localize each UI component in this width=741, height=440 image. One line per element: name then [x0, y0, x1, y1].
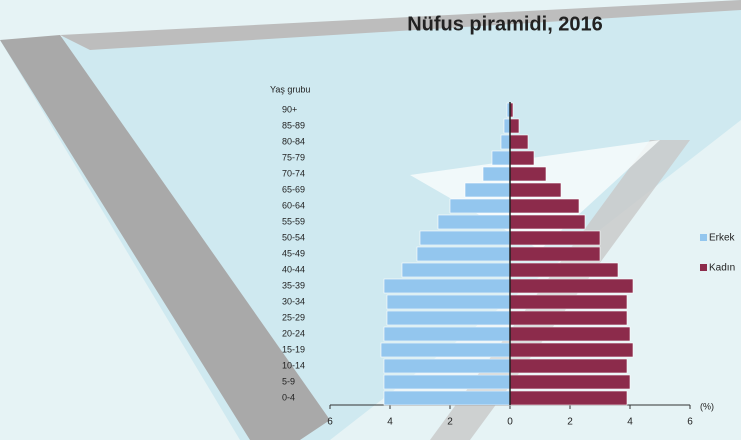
- x-tick-label: 2: [567, 417, 573, 428]
- bar: [510, 135, 528, 149]
- bar: [501, 135, 510, 149]
- bar: [450, 199, 510, 213]
- x-axis-label: (%): [700, 401, 714, 411]
- y-tick-label: 30-34: [282, 296, 305, 306]
- bar: [510, 183, 561, 197]
- legend-swatch: [700, 234, 707, 241]
- x-tick-label: 6: [327, 417, 333, 428]
- y-axis-label: Yaş grubu: [270, 84, 310, 94]
- bar: [384, 327, 510, 341]
- bar: [510, 119, 519, 133]
- bar: [465, 183, 510, 197]
- bar: [384, 359, 510, 373]
- bar: [510, 247, 600, 261]
- bar: [492, 151, 510, 165]
- y-tick-label: 90+: [282, 104, 297, 114]
- y-tick-label: 25-29: [282, 312, 305, 322]
- y-tick-label: 45-49: [282, 248, 305, 258]
- bar: [510, 311, 627, 325]
- x-tick-label: 4: [387, 417, 393, 428]
- y-tick-label: 15-19: [282, 344, 305, 354]
- x-tick-label: 6: [687, 417, 693, 428]
- bar: [384, 279, 510, 293]
- bar: [510, 215, 585, 229]
- x-tick-label: 2: [447, 417, 453, 428]
- y-tick-label: 85-89: [282, 120, 305, 130]
- bar: [384, 375, 510, 389]
- bar: [510, 391, 627, 405]
- bar: [510, 279, 633, 293]
- bar: [510, 295, 627, 309]
- y-tick-label: 40-44: [282, 264, 305, 274]
- x-tick-label: 4: [627, 417, 633, 428]
- bar: [483, 167, 510, 181]
- legend-label: Kadın: [709, 263, 735, 274]
- y-tick-label: 50-54: [282, 232, 305, 242]
- bar: [510, 199, 579, 213]
- y-tick-label: 55-59: [282, 216, 305, 226]
- bar: [510, 231, 600, 245]
- y-tick-label: 20-24: [282, 328, 305, 338]
- bar: [384, 391, 510, 405]
- legend-label: Erkek: [709, 233, 736, 244]
- y-tick-label: 10-14: [282, 360, 305, 370]
- y-tick-label: 5-9: [282, 376, 295, 386]
- bar: [504, 119, 510, 133]
- x-tick-label: 0: [507, 417, 513, 428]
- bar: [387, 311, 510, 325]
- y-tick-label: 60-64: [282, 200, 305, 210]
- y-tick-label: 75-79: [282, 152, 305, 162]
- y-tick-label: 65-69: [282, 184, 305, 194]
- bar: [510, 327, 630, 341]
- bar: [510, 263, 618, 277]
- bar: [510, 375, 630, 389]
- y-tick-label: 70-74: [282, 168, 305, 178]
- bar: [417, 247, 510, 261]
- bar: [402, 263, 510, 277]
- bar: [438, 215, 510, 229]
- bar: [420, 231, 510, 245]
- y-tick-label: 35-39: [282, 280, 305, 290]
- y-tick-label: 80-84: [282, 136, 305, 146]
- y-tick-label: 0-4: [282, 392, 295, 402]
- bar: [510, 359, 627, 373]
- bar: [510, 343, 633, 357]
- chart: Nüfus piramidi, 2016 Yaş grubu (%) 6 4 2 0 2…: [0, 0, 741, 440]
- bar: [387, 295, 510, 309]
- bar: [510, 167, 546, 181]
- legend-swatch: [700, 264, 707, 271]
- chart-title: Nüfus piramidi, 2016: [407, 13, 603, 35]
- bar: [381, 343, 510, 357]
- bar: [510, 151, 534, 165]
